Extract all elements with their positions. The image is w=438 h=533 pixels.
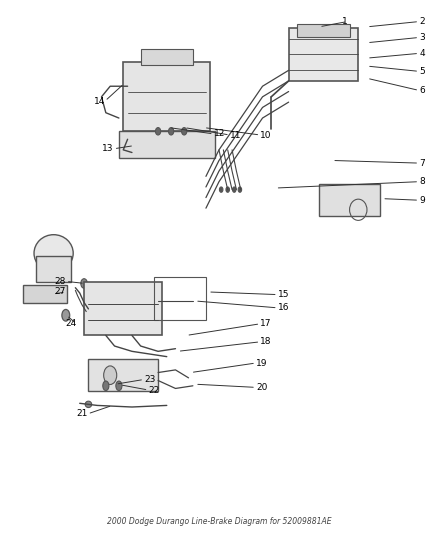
Text: 19: 19: [256, 359, 268, 367]
Bar: [84, 282, 162, 335]
Bar: [297, 24, 350, 37]
Ellipse shape: [34, 235, 73, 272]
Bar: [36, 256, 71, 282]
Text: 6: 6: [419, 86, 425, 95]
Bar: [141, 49, 193, 65]
Text: 8: 8: [419, 177, 425, 186]
Ellipse shape: [233, 187, 236, 192]
Text: 21: 21: [76, 409, 88, 418]
Text: 5: 5: [419, 67, 425, 76]
Text: 3: 3: [419, 33, 425, 42]
Text: 14: 14: [94, 96, 105, 106]
Text: 24: 24: [65, 319, 76, 328]
Bar: [123, 62, 210, 131]
Text: 18: 18: [260, 337, 272, 346]
Text: 11: 11: [230, 131, 241, 140]
Bar: [289, 28, 358, 81]
Bar: [23, 285, 67, 303]
Text: 1: 1: [342, 17, 347, 26]
Text: 15: 15: [278, 290, 289, 299]
Ellipse shape: [238, 187, 242, 192]
Text: 22: 22: [148, 385, 160, 394]
Text: 4: 4: [419, 49, 425, 58]
Ellipse shape: [104, 366, 117, 384]
Text: 27: 27: [54, 287, 66, 296]
Ellipse shape: [169, 127, 174, 135]
Text: 7: 7: [419, 159, 425, 167]
Ellipse shape: [226, 187, 230, 192]
Text: 28: 28: [54, 277, 66, 286]
Bar: [154, 277, 206, 319]
Ellipse shape: [81, 279, 87, 288]
Text: 20: 20: [256, 383, 267, 392]
Ellipse shape: [219, 187, 223, 192]
Ellipse shape: [103, 381, 109, 391]
Ellipse shape: [182, 127, 187, 135]
Bar: [119, 131, 215, 158]
Text: 17: 17: [260, 319, 272, 328]
Text: 16: 16: [278, 303, 289, 312]
Ellipse shape: [116, 381, 122, 391]
Ellipse shape: [62, 310, 70, 321]
Text: 23: 23: [144, 375, 155, 384]
Ellipse shape: [85, 401, 92, 408]
Text: 2000 Dodge Durango Line-Brake Diagram for 52009881AE: 2000 Dodge Durango Line-Brake Diagram fo…: [107, 518, 331, 526]
Bar: [319, 184, 380, 216]
Text: 12: 12: [214, 130, 225, 139]
Text: 2: 2: [419, 17, 425, 26]
Text: 9: 9: [419, 196, 425, 205]
Text: 13: 13: [102, 144, 114, 154]
Ellipse shape: [155, 127, 161, 135]
Text: 10: 10: [260, 131, 272, 140]
Bar: [88, 359, 158, 391]
